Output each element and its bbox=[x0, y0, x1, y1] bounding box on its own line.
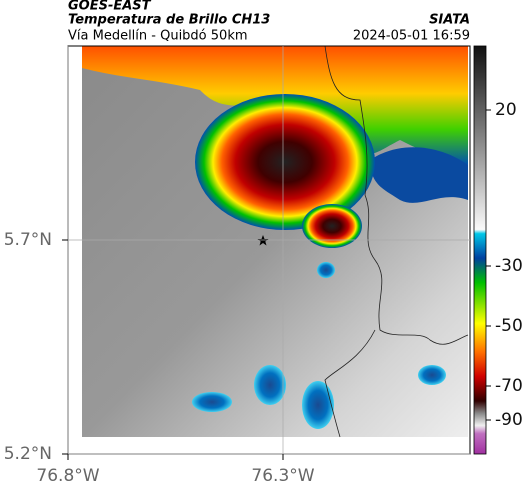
colorbar bbox=[473, 45, 487, 455]
cloud-band bbox=[82, 46, 468, 165]
border-line bbox=[324, 45, 469, 438]
colorbar-tick-label: -70 bbox=[495, 376, 523, 396]
storm-core bbox=[195, 94, 375, 230]
lat-tick-label: 5.7°N bbox=[4, 230, 52, 250]
timestamp: 2024-05-01 16:59 bbox=[353, 29, 470, 44]
colorbar-tick-label: -30 bbox=[495, 256, 523, 276]
cloud-cell bbox=[302, 381, 334, 429]
cloud-cell bbox=[370, 147, 468, 203]
cloud-cell bbox=[192, 392, 232, 412]
lat-tick-label: 5.2°N bbox=[4, 444, 52, 464]
source: GOES-EAST bbox=[68, 0, 152, 14]
agency: SIATA bbox=[429, 13, 470, 28]
colorbar-tick-label: -90 bbox=[495, 410, 523, 430]
title: Temperatura de Brillo CH13 bbox=[68, 13, 270, 28]
lon-tick-label: 76.3°W bbox=[251, 466, 314, 486]
cloud-cell bbox=[317, 262, 335, 278]
header: GOES-EAST Temperatura de Brillo CH13 Vía… bbox=[68, 0, 470, 44]
cloud-cell bbox=[418, 365, 446, 385]
map bbox=[67, 45, 471, 455]
colorbar-tick-label: -50 bbox=[495, 316, 523, 336]
subtitle: Vía Medellín - Quibdó 50km bbox=[68, 29, 248, 44]
colorbar-tick-label: 20 bbox=[495, 100, 517, 120]
lon-tick-label: 76.8°W bbox=[36, 466, 99, 486]
cloud-cell bbox=[254, 365, 286, 405]
storm-cell bbox=[302, 204, 362, 248]
